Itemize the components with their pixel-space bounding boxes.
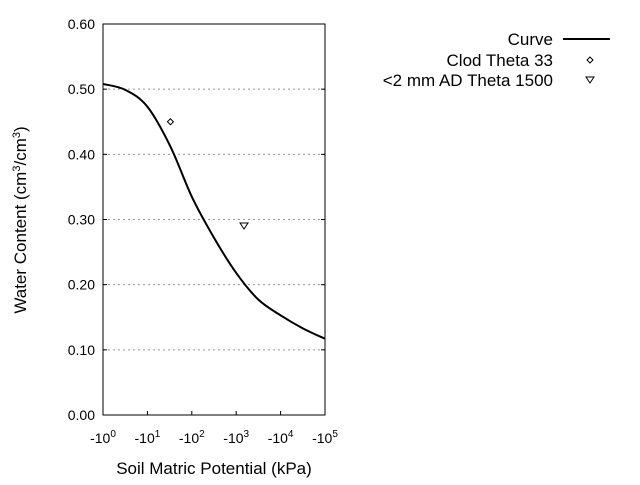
x-tick-label: -103 [223, 429, 249, 446]
y-tick-label: 0.10 [68, 342, 95, 358]
legend-label-curve: Curve [508, 30, 553, 49]
x-axis: -100 -101 -102 -103 -104 -105 [90, 411, 338, 446]
data-points [166, 118, 249, 230]
data-point-ad-theta-1500 [239, 222, 249, 230]
legend-label-ad: <2 mm AD Theta 1500 [383, 71, 553, 90]
series-curve-line [102, 82, 326, 340]
x-tick-label: -105 [312, 429, 338, 446]
legend-label-clod: Clod Theta 33 [447, 51, 553, 70]
y-tick-label: 0.40 [68, 146, 95, 162]
legend-triangle-icon [585, 76, 595, 84]
data-point-clod-theta-33 [166, 118, 175, 126]
x-tick-label: -100 [90, 429, 116, 446]
legend-diamond-icon [586, 56, 594, 64]
y-tick-label: 0.20 [68, 277, 95, 293]
x-tick-label: -104 [268, 429, 294, 446]
y-tick-label: 0.00 [68, 407, 95, 423]
x-axis-label: Soil Matric Potential (kPa) [116, 459, 312, 478]
y-tick-label: 0.30 [68, 212, 95, 228]
legend: Curve Clod Theta 33 <2 mm AD Theta 1500 [383, 30, 610, 90]
y-axis-label: Water Content (cm3/cm3) [11, 126, 30, 313]
grid [103, 88, 325, 351]
x-tick-label: -102 [179, 429, 205, 446]
y-tick-label: 0.60 [68, 16, 95, 32]
y-axis: 0.00 0.10 0.20 0.30 0.40 0.50 0.60 [68, 16, 325, 423]
x-tick-label: -101 [135, 429, 161, 446]
y-tick-label: 0.50 [68, 81, 95, 97]
